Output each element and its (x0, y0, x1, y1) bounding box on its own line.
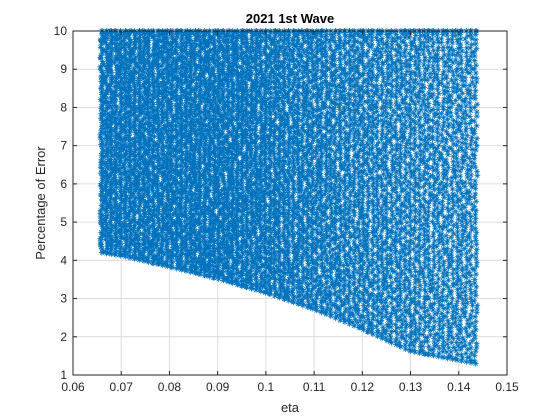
axes-box (72, 30, 508, 376)
x-tick-label: 0.12 (351, 380, 375, 394)
x-tick-label: 0.06 (61, 380, 85, 394)
x-tick-label: 0.11 (303, 380, 326, 394)
y-tick-label: 8 (60, 100, 67, 114)
y-axis-label: Percentage of Error (33, 146, 48, 260)
x-tick-label: 0.08 (158, 380, 182, 394)
x-tick-label: 0.15 (495, 380, 519, 394)
y-tick-label: 10 (54, 24, 68, 38)
y-tick-label: 6 (60, 177, 67, 191)
x-tick-label: 0.13 (399, 380, 423, 394)
y-tick-label: 2 (60, 330, 67, 344)
y-tick-label: 7 (60, 139, 67, 153)
x-tick-label: 0.14 (447, 380, 471, 394)
y-tick-label: 5 (60, 215, 67, 229)
x-axis-label: eta (281, 400, 300, 415)
chart-title: 2021 1st Wave (246, 11, 334, 26)
y-tick-label: 1 (60, 368, 67, 382)
x-tick-label: 0.07 (110, 380, 134, 394)
x-tick-label: 0.09 (206, 380, 230, 394)
y-axis-ticks: 1 2 3 4 5 6 7 8 9 10 (54, 24, 507, 382)
x-tick-label: 0.1 (258, 380, 275, 394)
y-tick-label: 9 (60, 62, 67, 76)
y-tick-label: 4 (60, 253, 67, 267)
y-tick-label: 3 (60, 292, 67, 306)
x-axis-ticks: 0.06 0.07 0.08 0.09 0.1 0.11 0.12 0.13 0.14 0.15 (61, 31, 519, 394)
